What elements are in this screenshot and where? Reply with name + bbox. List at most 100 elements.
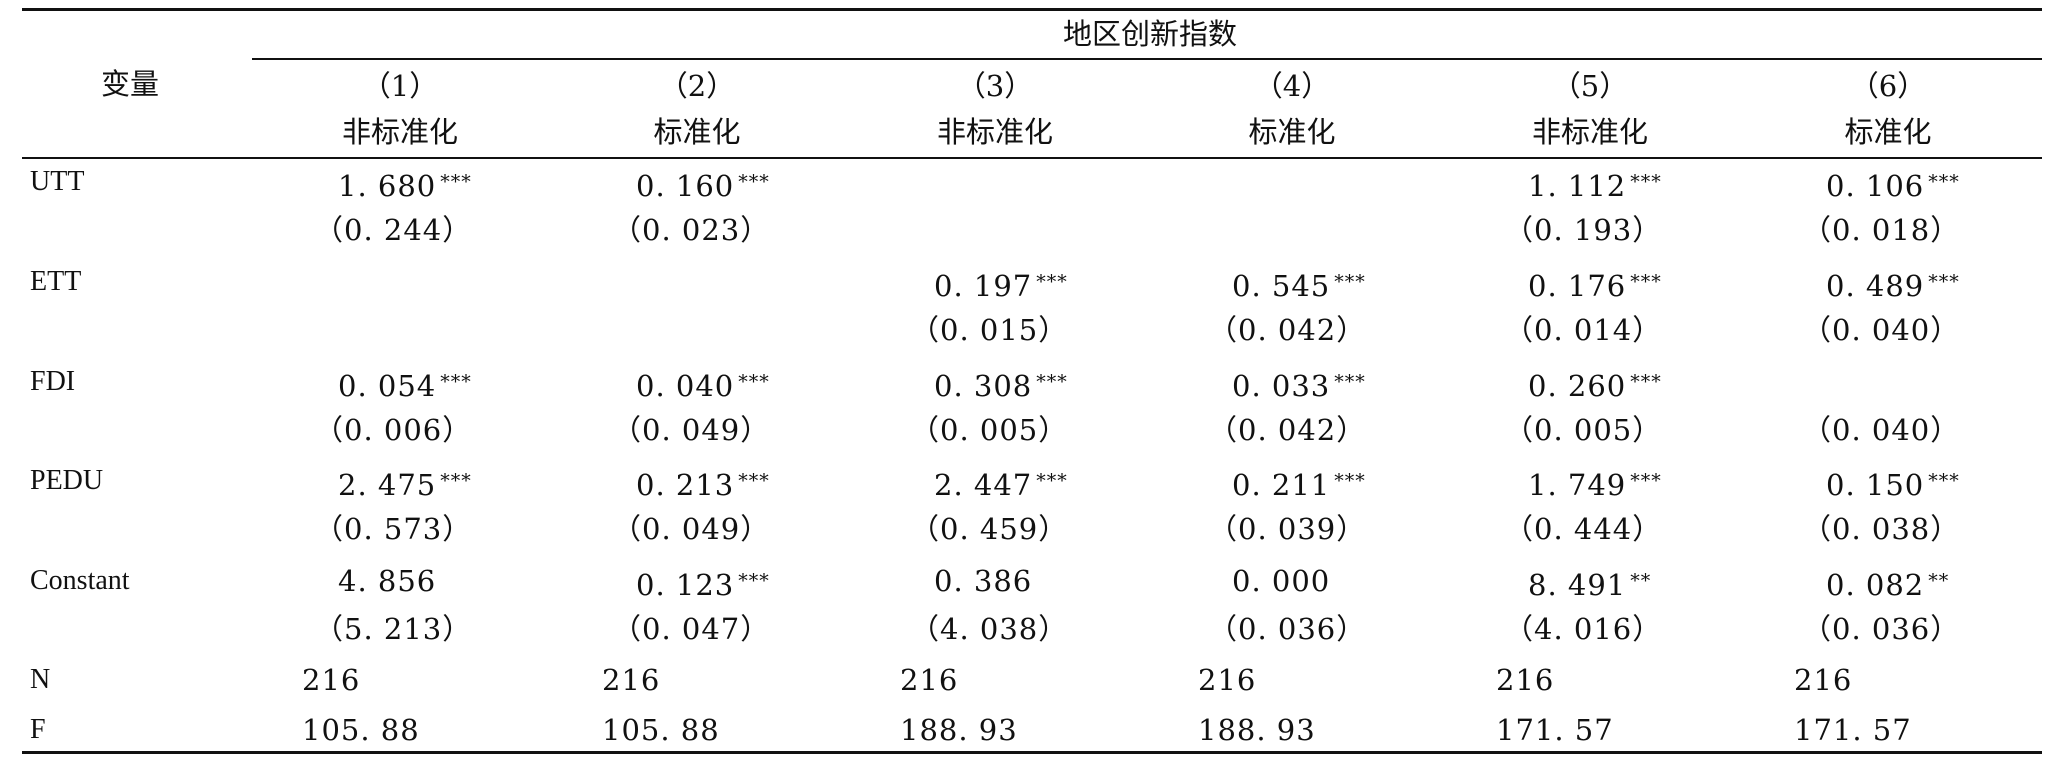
coefficient-value: 2. 475 — [338, 468, 437, 502]
n-cell: 216 — [900, 663, 959, 697]
significance-stars: *** — [1334, 371, 1366, 393]
column-number: （1） — [361, 69, 439, 103]
standard-error-cell: （0. 042） — [1208, 413, 1367, 447]
group-header: 地区创新指数 — [1062, 17, 1238, 51]
significance-stars: *** — [1630, 171, 1662, 193]
coefficient-cell: 0. 150 *** — [1826, 465, 1960, 505]
coefficient-cell: 0. 260 *** — [1528, 366, 1662, 406]
standard-error-cell: （4. 038） — [910, 612, 1069, 646]
column-number: （6） — [1849, 69, 1927, 103]
standard-error-cell: （0. 040） — [1802, 313, 1961, 347]
standard-error-cell: （5. 213） — [314, 612, 473, 646]
f-stat-cell: 105. 88 — [602, 713, 720, 747]
significance-stars: *** — [1630, 470, 1662, 492]
top-rule — [22, 8, 2042, 11]
coefficient-cell: 4. 856 — [338, 561, 436, 601]
standard-error-cell: （0. 042） — [1208, 313, 1367, 347]
coefficient-cell: 0. 123 *** — [636, 565, 770, 605]
significance-stars: *** — [1928, 470, 1960, 492]
significance-stars: *** — [738, 171, 770, 193]
coefficient-value: 2. 447 — [934, 468, 1033, 502]
significance-stars: *** — [1334, 271, 1366, 293]
coefficient-cell: 0. 545 *** — [1232, 266, 1366, 306]
standard-error-cell: （0. 047） — [612, 612, 771, 646]
column-type: 非标准化 — [936, 115, 1054, 149]
significance-stars: *** — [738, 470, 770, 492]
coefficient-value: 1. 749 — [1528, 468, 1627, 502]
standard-error-cell: （0. 038） — [1802, 512, 1961, 546]
coefficient-value: 0. 176 — [1528, 269, 1627, 303]
coefficient-cell: 0. 106 *** — [1826, 166, 1960, 206]
column-number: （3） — [956, 69, 1034, 103]
f-stat-cell: 105. 88 — [302, 713, 420, 747]
coefficient-cell: 2. 447 *** — [934, 465, 1068, 505]
coefficient-cell: 1. 749 *** — [1528, 465, 1662, 505]
significance-stars: *** — [1036, 470, 1068, 492]
standard-error-cell: （0. 015） — [910, 313, 1069, 347]
coefficient-cell: 0. 160 *** — [636, 166, 770, 206]
coefficient-value: 0. 150 — [1826, 468, 1925, 502]
coefficient-cell: 0. 386 — [934, 561, 1032, 601]
coefficient-cell: 1. 680 *** — [338, 166, 472, 206]
n-cell: 216 — [1794, 663, 1853, 697]
significance-stars: *** — [738, 371, 770, 393]
column-type: 标准化 — [1248, 115, 1336, 149]
coefficient-cell: 0. 213 *** — [636, 465, 770, 505]
significance-stars: *** — [1630, 371, 1662, 393]
f-stat-cell: 171. 57 — [1496, 713, 1614, 747]
coefficient-cell: 0. 040 *** — [636, 366, 770, 406]
coefficient-cell: 0. 176 *** — [1528, 266, 1662, 306]
var-header: 变量 — [100, 67, 160, 101]
coefficient-value: 0. 000 — [1232, 564, 1331, 598]
significance-stars: *** — [1928, 271, 1960, 293]
standard-error-cell: （0. 040） — [1802, 413, 1961, 447]
row-label: FDI — [30, 366, 76, 397]
standard-error-cell: （0. 444） — [1504, 512, 1663, 546]
significance-stars: ** — [1928, 570, 1950, 592]
coefficient-value: 0. 386 — [934, 564, 1033, 598]
coefficient-value: 0. 082 — [1826, 568, 1925, 602]
significance-stars: ** — [1630, 570, 1652, 592]
coefficient-value: 0. 545 — [1232, 269, 1331, 303]
standard-error-cell: （0. 014） — [1504, 313, 1663, 347]
significance-stars: *** — [1036, 271, 1068, 293]
standard-error-cell: （0. 005） — [1504, 413, 1663, 447]
column-type: 标准化 — [1844, 115, 1932, 149]
standard-error-cell: （0. 459） — [910, 512, 1069, 546]
f-stat-cell: 188. 93 — [900, 713, 1018, 747]
column-type: 标准化 — [653, 115, 741, 149]
standard-error-cell: （0. 193） — [1504, 213, 1663, 247]
significance-stars: *** — [440, 371, 472, 393]
coefficient-cell: 0. 211 *** — [1232, 465, 1366, 505]
coefficient-cell: 0. 000 — [1232, 561, 1330, 601]
f-stat-cell: 188. 93 — [1198, 713, 1316, 747]
coefficient-value: 0. 260 — [1528, 369, 1627, 403]
standard-error-cell: （4. 016） — [1504, 612, 1663, 646]
coefficient-cell: 1. 112 *** — [1528, 166, 1662, 206]
standard-error-cell: （0. 039） — [1208, 512, 1367, 546]
row-label: Constant — [30, 565, 130, 596]
significance-stars: *** — [440, 470, 472, 492]
significance-stars: *** — [440, 171, 472, 193]
row-label: UTT — [30, 166, 85, 197]
significance-stars: *** — [1928, 171, 1960, 193]
bottom-rule — [22, 751, 2042, 754]
header-bottom-rule — [22, 157, 2042, 159]
n-cell: 216 — [302, 663, 361, 697]
column-type: 非标准化 — [341, 115, 459, 149]
coefficient-value: 0. 211 — [1232, 468, 1331, 502]
standard-error-cell: （0. 573） — [314, 512, 473, 546]
n-cell: 216 — [1198, 663, 1257, 697]
coefficient-cell: 0. 308 *** — [934, 366, 1068, 406]
coefficient-cell: 2. 475 *** — [338, 465, 472, 505]
coefficient-value: 0. 106 — [1826, 169, 1925, 203]
column-number: （4） — [1253, 69, 1331, 103]
standard-error-cell: （0. 018） — [1802, 213, 1961, 247]
significance-stars: *** — [738, 570, 770, 592]
coefficient-cell: 0. 489 *** — [1826, 266, 1960, 306]
standard-error-cell: （0. 036） — [1802, 612, 1961, 646]
coefficient-value: 0. 197 — [934, 269, 1033, 303]
column-number: （2） — [658, 69, 736, 103]
standard-error-cell: （0. 023） — [612, 213, 771, 247]
